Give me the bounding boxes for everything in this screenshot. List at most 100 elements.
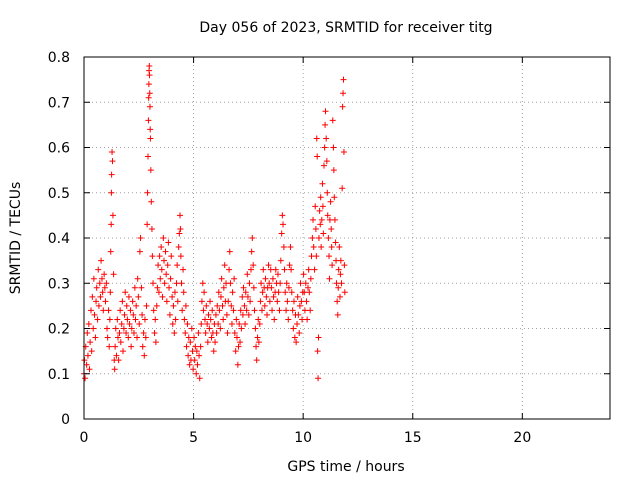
data-point (89, 293, 96, 300)
data-point (119, 298, 126, 305)
data-point (176, 212, 183, 219)
data-point (224, 330, 231, 337)
data-point (276, 307, 283, 314)
x-tick-label: 5 (189, 430, 198, 446)
data-point (326, 275, 333, 282)
data-point (208, 334, 215, 341)
data-point (132, 316, 139, 323)
data-point (334, 311, 341, 318)
data-point (190, 366, 197, 373)
data-point (143, 302, 150, 309)
data-point (269, 307, 276, 314)
data-point (264, 311, 271, 318)
data-point (307, 307, 314, 314)
data-point (250, 284, 257, 291)
data-point (251, 307, 258, 314)
axis-ticks (83, 56, 610, 420)
data-point (221, 262, 228, 269)
data-point (98, 275, 105, 282)
data-point (176, 230, 183, 237)
data-point (98, 257, 105, 264)
data-point (341, 262, 348, 269)
data-point (257, 298, 264, 305)
data-point (82, 375, 89, 382)
data-point (314, 348, 321, 355)
data-point (195, 330, 202, 337)
data-point (97, 293, 104, 300)
data-point (255, 316, 262, 323)
data-point (117, 339, 124, 346)
data-point (242, 289, 249, 296)
data-point (261, 302, 268, 309)
data-point (115, 357, 122, 364)
data-point (147, 167, 154, 174)
data-point (266, 280, 273, 287)
data-point (90, 275, 97, 282)
data-point (107, 248, 114, 255)
data-point (104, 334, 111, 341)
data-point (306, 289, 313, 296)
data-point (285, 284, 292, 291)
data-point (133, 302, 140, 309)
data-point (147, 126, 154, 133)
data-point (336, 293, 343, 300)
data-point (329, 117, 336, 124)
data-point (198, 320, 205, 327)
data-point (191, 357, 198, 364)
data-point (284, 298, 291, 305)
data-point (275, 289, 282, 296)
data-point (317, 221, 324, 228)
data-point (301, 307, 308, 314)
data-point (301, 289, 308, 296)
y-axis-label: SRMTID / TECUs (8, 182, 24, 295)
data-point (90, 325, 97, 332)
data-point (91, 311, 98, 318)
data-point (326, 216, 333, 223)
data-point (304, 284, 311, 291)
data-point (183, 343, 190, 350)
data-point (299, 316, 306, 323)
data-point (258, 307, 265, 314)
data-point (191, 334, 198, 341)
data-point (237, 339, 244, 346)
data-point (93, 284, 100, 291)
data-point (166, 284, 173, 291)
data-point (228, 320, 235, 327)
data-point (106, 343, 113, 350)
data-point (214, 302, 221, 309)
data-point (331, 194, 338, 201)
data-point (184, 320, 191, 327)
data-point (331, 216, 338, 223)
grid (84, 57, 610, 419)
data-point (104, 325, 111, 332)
data-point (265, 262, 272, 269)
data-point (163, 298, 170, 305)
data-point (279, 212, 286, 219)
data-point (219, 302, 226, 309)
data-point (207, 316, 214, 323)
data-point (145, 117, 152, 124)
data-point (248, 248, 255, 255)
data-point (328, 225, 335, 232)
data-point (253, 343, 260, 350)
data-point (111, 366, 118, 373)
data-point (102, 298, 109, 305)
data-point (164, 262, 171, 269)
data-point (317, 194, 324, 201)
data-point (150, 280, 157, 287)
data-point (171, 330, 178, 337)
data-point (305, 266, 312, 273)
data-point (103, 280, 110, 287)
data-point (324, 189, 331, 196)
data-point (194, 361, 201, 368)
data-point (319, 180, 326, 187)
data-point (311, 266, 318, 273)
data-point (340, 149, 347, 156)
data-point (108, 221, 115, 228)
data-point (158, 266, 165, 273)
data-point (99, 289, 106, 296)
data-point (254, 334, 261, 341)
data-point (307, 275, 314, 282)
